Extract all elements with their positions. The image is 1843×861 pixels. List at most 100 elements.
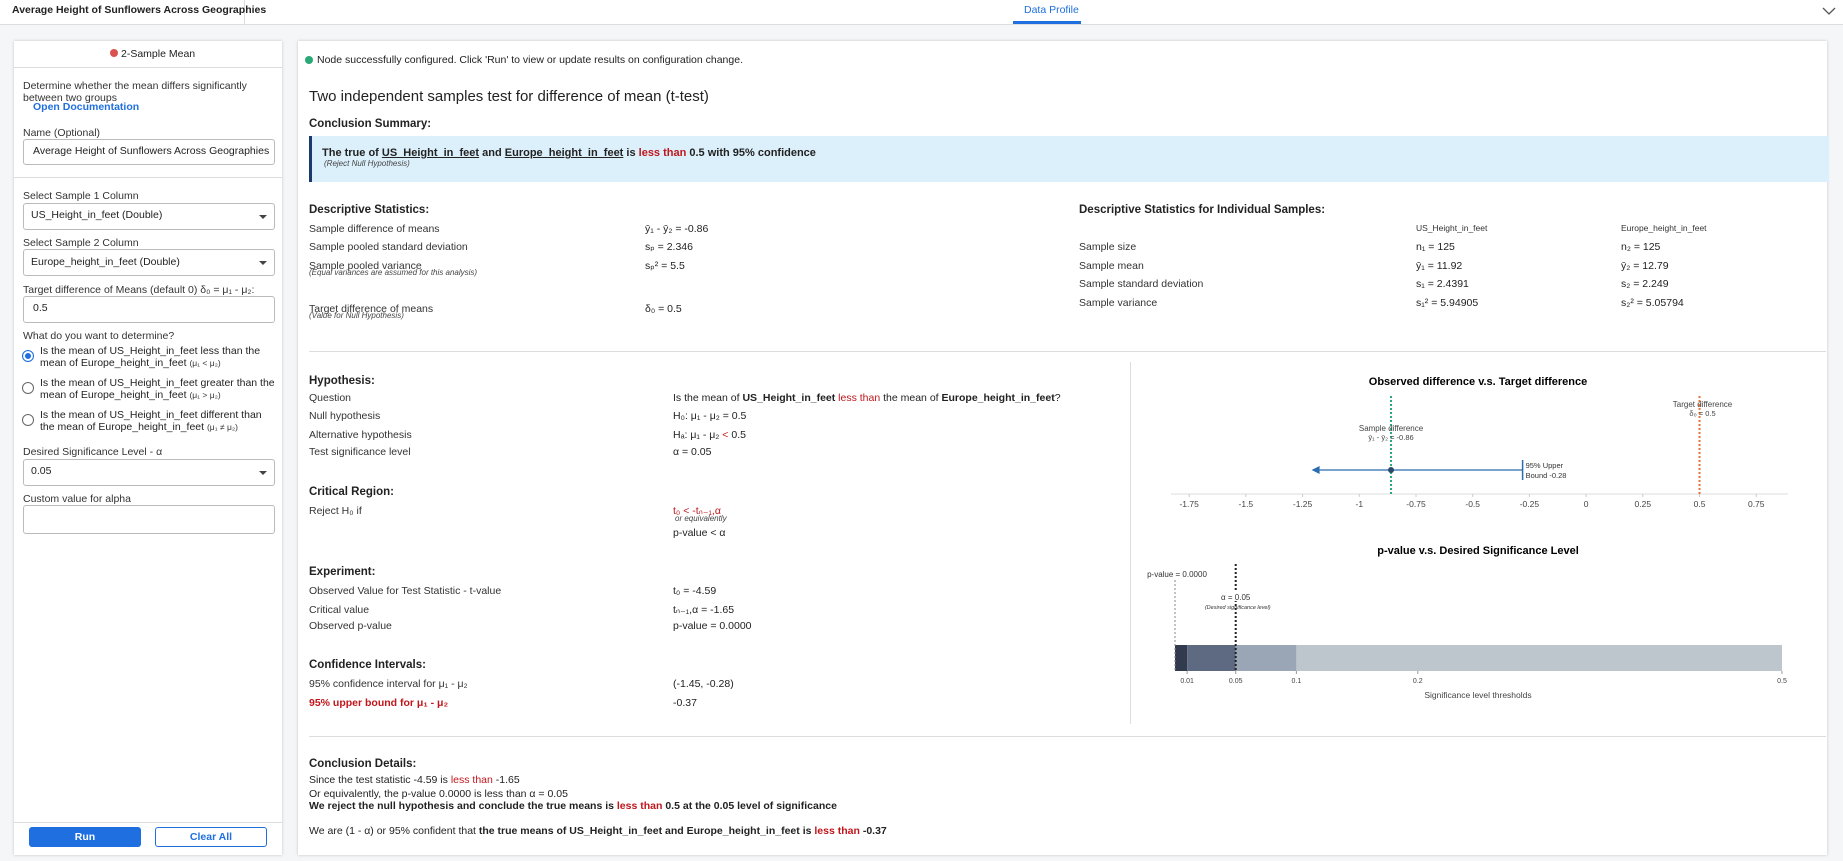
x-tick-label: 0 bbox=[1584, 499, 1589, 509]
option-math: (μ₁ > μ₂) bbox=[189, 390, 221, 400]
page-title: Average Height of Sunflowers Across Geog… bbox=[12, 4, 267, 16]
stat-note: (Equal variances are assumed for this an… bbox=[309, 268, 478, 277]
row-label: 95% confidence interval for μ₁ - μ₂ bbox=[309, 678, 468, 690]
sample2-select[interactable] bbox=[23, 249, 275, 276]
stat-value: ȳ₁ = 11.92 bbox=[1416, 259, 1463, 272]
alpha-select[interactable] bbox=[23, 459, 275, 486]
alpha-label: α = 0.05 bbox=[1221, 593, 1251, 602]
chevron[interactable] bbox=[1822, 5, 1836, 17]
p-value-label: p-value = 0.0000 bbox=[1147, 570, 1207, 579]
select-value: US_Height_in_feet (Double) bbox=[31, 209, 163, 221]
divider bbox=[14, 177, 282, 178]
row-label: Observed Value for Test Statistic - t-va… bbox=[309, 585, 502, 597]
clear-button[interactable] bbox=[155, 827, 267, 847]
doc-link[interactable]: Open Documentation bbox=[33, 101, 140, 113]
radio[interactable] bbox=[22, 350, 34, 362]
top-bar bbox=[0, 0, 1843, 25]
text-part: We reject the null hypothesis and conclu… bbox=[309, 800, 617, 812]
text-part: less than bbox=[638, 147, 687, 159]
text-part: less than bbox=[616, 800, 663, 812]
row-label: Test significance level bbox=[309, 446, 411, 458]
text-part: -0.37 bbox=[859, 825, 887, 837]
report-title: Two independent samples test for differe… bbox=[309, 88, 709, 105]
field-label: Custom value for alpha bbox=[23, 493, 131, 505]
chart-title: p-value v.s. Desired Significance Level bbox=[1377, 545, 1579, 557]
section-heading: Descriptive Statistics: bbox=[309, 204, 430, 216]
row-value: -0.37 bbox=[673, 697, 697, 709]
row-value: t₀ < -tₙ₋₁,α bbox=[673, 505, 721, 517]
stat-value: sₚ = 2.346 bbox=[645, 241, 693, 253]
row-label: Question bbox=[309, 392, 352, 404]
divider bbox=[14, 822, 282, 823]
x-tick-label: -1.5 bbox=[1239, 499, 1254, 509]
input-value: 0.5 bbox=[33, 302, 48, 314]
stat-label: Sample pooled variance bbox=[309, 260, 422, 272]
run-button[interactable] bbox=[29, 827, 141, 847]
text-part: The true of bbox=[322, 147, 382, 159]
x-tick-label: 0.1 bbox=[1292, 678, 1302, 685]
detail-line: We reject the null hypothesis and conclu… bbox=[309, 799, 837, 813]
stat-label: Sample pooled standard deviation bbox=[309, 241, 468, 253]
field-label: Target difference of Means (default 0) δ… bbox=[23, 284, 255, 296]
divider bbox=[244, 0, 245, 24]
description: Determine whether the mean differs signi… bbox=[23, 80, 247, 104]
clear-label: Clear All bbox=[189, 831, 233, 843]
text-part: Europe_height_in_feet bbox=[941, 392, 1055, 404]
field-label: Name (Optional) bbox=[23, 127, 101, 139]
custom-alpha-input[interactable] bbox=[23, 505, 275, 534]
threshold-segment bbox=[1175, 645, 1188, 671]
interval-arrow bbox=[1311, 466, 1320, 474]
section-heading: Experiment: bbox=[309, 566, 376, 578]
section-heading: Confidence Intervals: bbox=[309, 659, 426, 671]
column-header: US_Height_in_feet bbox=[1416, 223, 1488, 233]
sample-formula: ȳ₁ - ȳ₂ = -0.86 bbox=[1368, 433, 1413, 442]
text-part: is bbox=[623, 147, 639, 159]
stat-note: (Value for Null Hypothesis) bbox=[309, 311, 404, 320]
x-tick-label: -0.5 bbox=[1465, 499, 1480, 509]
row-label: Critical value bbox=[309, 604, 370, 616]
radio[interactable] bbox=[22, 414, 34, 426]
sample-label: Sample difference bbox=[1359, 424, 1424, 433]
target-input[interactable] bbox=[23, 296, 275, 323]
stat-value: sₚ² = 5.5 bbox=[645, 260, 685, 272]
text-part: the true means of US_Height_in_feet and … bbox=[478, 825, 815, 837]
name-input[interactable] bbox=[23, 139, 275, 165]
radio[interactable] bbox=[22, 382, 34, 394]
upper-label: 95% Upper bbox=[1526, 461, 1564, 470]
stat-value: ȳ₂ = 12.79 bbox=[1621, 259, 1669, 272]
text-part: Is the mean of bbox=[673, 392, 743, 404]
stat-label: Sample mean bbox=[1079, 259, 1144, 272]
stat-value: s₁ = 2.4391 bbox=[1416, 278, 1469, 290]
stat-value: s₂² = 5.05794 bbox=[1621, 296, 1684, 309]
x-tick-label: -1.75 bbox=[1179, 499, 1199, 509]
sample1-select[interactable] bbox=[23, 203, 275, 230]
stat-value: s₁² = 5.94905 bbox=[1416, 296, 1479, 309]
text-part: -1.65 bbox=[492, 774, 520, 786]
detail-line: Since the test statistic -4.59 is less t… bbox=[309, 773, 520, 787]
row-value: tₙ₋₁,α = -1.65 bbox=[673, 604, 735, 616]
threshold-segment bbox=[1235, 645, 1297, 671]
sidebar bbox=[14, 41, 282, 855]
summary-note: (Reject Null Hypothesis) bbox=[324, 159, 410, 168]
row-note: or equivalently bbox=[675, 514, 727, 523]
alpha-label-bg bbox=[1217, 592, 1254, 601]
text-part: < bbox=[722, 429, 729, 441]
x-tick-label: -1 bbox=[1355, 499, 1363, 509]
section-heading: Hypothesis: bbox=[309, 375, 375, 387]
text-part: Hₐ: μ₁ - μ₂ bbox=[673, 429, 723, 441]
section-heading: Critical Region: bbox=[309, 486, 394, 498]
text-part: 0.5 at the 0.05 level of significance bbox=[662, 800, 837, 812]
stat-value: ȳ₁ - ȳ₂ = -0.86 bbox=[645, 223, 709, 235]
row-label: Observed p-value bbox=[309, 620, 392, 632]
option-math: (μ₁ < μ₂) bbox=[189, 358, 221, 368]
chart-title: Observed difference v.s. Target differen… bbox=[1369, 376, 1587, 388]
threshold-segment bbox=[1187, 645, 1236, 671]
stat-label: Sample variance bbox=[1079, 296, 1158, 309]
divider bbox=[309, 736, 1826, 737]
stat-label: Sample difference of means bbox=[309, 223, 440, 235]
text-part: the mean of bbox=[880, 392, 942, 404]
text-part: less than bbox=[814, 825, 860, 837]
text-part: Since the test statistic -4.59 is bbox=[309, 774, 451, 786]
option-math: (μ₁ ≠ μ₂) bbox=[206, 422, 238, 432]
